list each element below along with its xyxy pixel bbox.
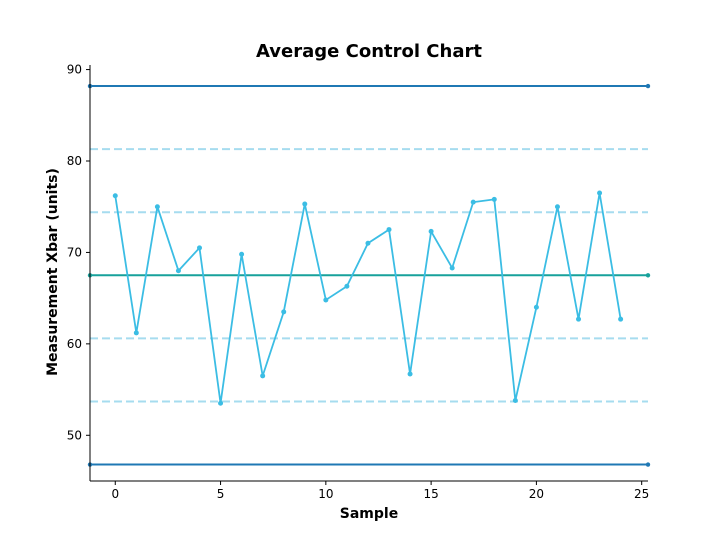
x-tick-label: 20 — [529, 487, 544, 501]
data-point — [449, 265, 455, 271]
chart-title: Average Control Chart — [256, 41, 482, 62]
data-point — [618, 316, 624, 322]
x-tick-label: 15 — [423, 487, 438, 501]
data-point — [239, 251, 245, 257]
data-point — [112, 193, 118, 199]
x-tick-label: 5 — [217, 487, 225, 501]
x-tick-label: 0 — [111, 487, 119, 501]
data-point — [470, 199, 476, 205]
axes — [89, 65, 648, 482]
y-ticks: 50 60 70 80 90 — [67, 63, 90, 442]
y-tick-label: 90 — [67, 63, 82, 77]
data-point — [576, 316, 582, 322]
data-point — [196, 245, 202, 251]
data-point — [260, 373, 266, 379]
x-tick-label: 25 — [634, 487, 649, 501]
data-point — [302, 201, 308, 207]
y-tick-label: 50 — [67, 428, 82, 442]
data-point — [533, 304, 539, 310]
data-point — [428, 228, 434, 234]
x-axis-label: Sample — [340, 506, 398, 522]
data-point — [491, 196, 497, 202]
data-point — [175, 268, 181, 274]
y-tick-label: 60 — [67, 337, 82, 351]
data-point — [323, 297, 329, 303]
data-point — [133, 330, 139, 336]
data-point — [365, 240, 371, 246]
series-line — [114, 192, 622, 404]
x-tick-label: 10 — [318, 487, 333, 501]
data-point — [386, 227, 392, 233]
data-point — [554, 204, 560, 210]
data-point — [512, 398, 518, 404]
ref-line-end-marker — [645, 462, 651, 467]
data-point — [344, 283, 350, 289]
y-tick-label: 80 — [67, 154, 82, 168]
reference-lines — [87, 83, 651, 467]
data-point — [281, 309, 287, 315]
ref-line-end-marker — [645, 273, 651, 278]
ref-line-end-marker — [645, 83, 651, 89]
series-layer — [112, 190, 624, 406]
y-tick-label: 70 — [67, 245, 82, 259]
x-ticks: 0 5 10 15 20 25 — [111, 481, 649, 501]
data-point — [407, 371, 413, 377]
data-point — [154, 204, 160, 210]
y-axis-label: Measurement Xbar (units) — [45, 168, 61, 376]
data-point — [597, 190, 603, 196]
data-point — [218, 400, 224, 406]
